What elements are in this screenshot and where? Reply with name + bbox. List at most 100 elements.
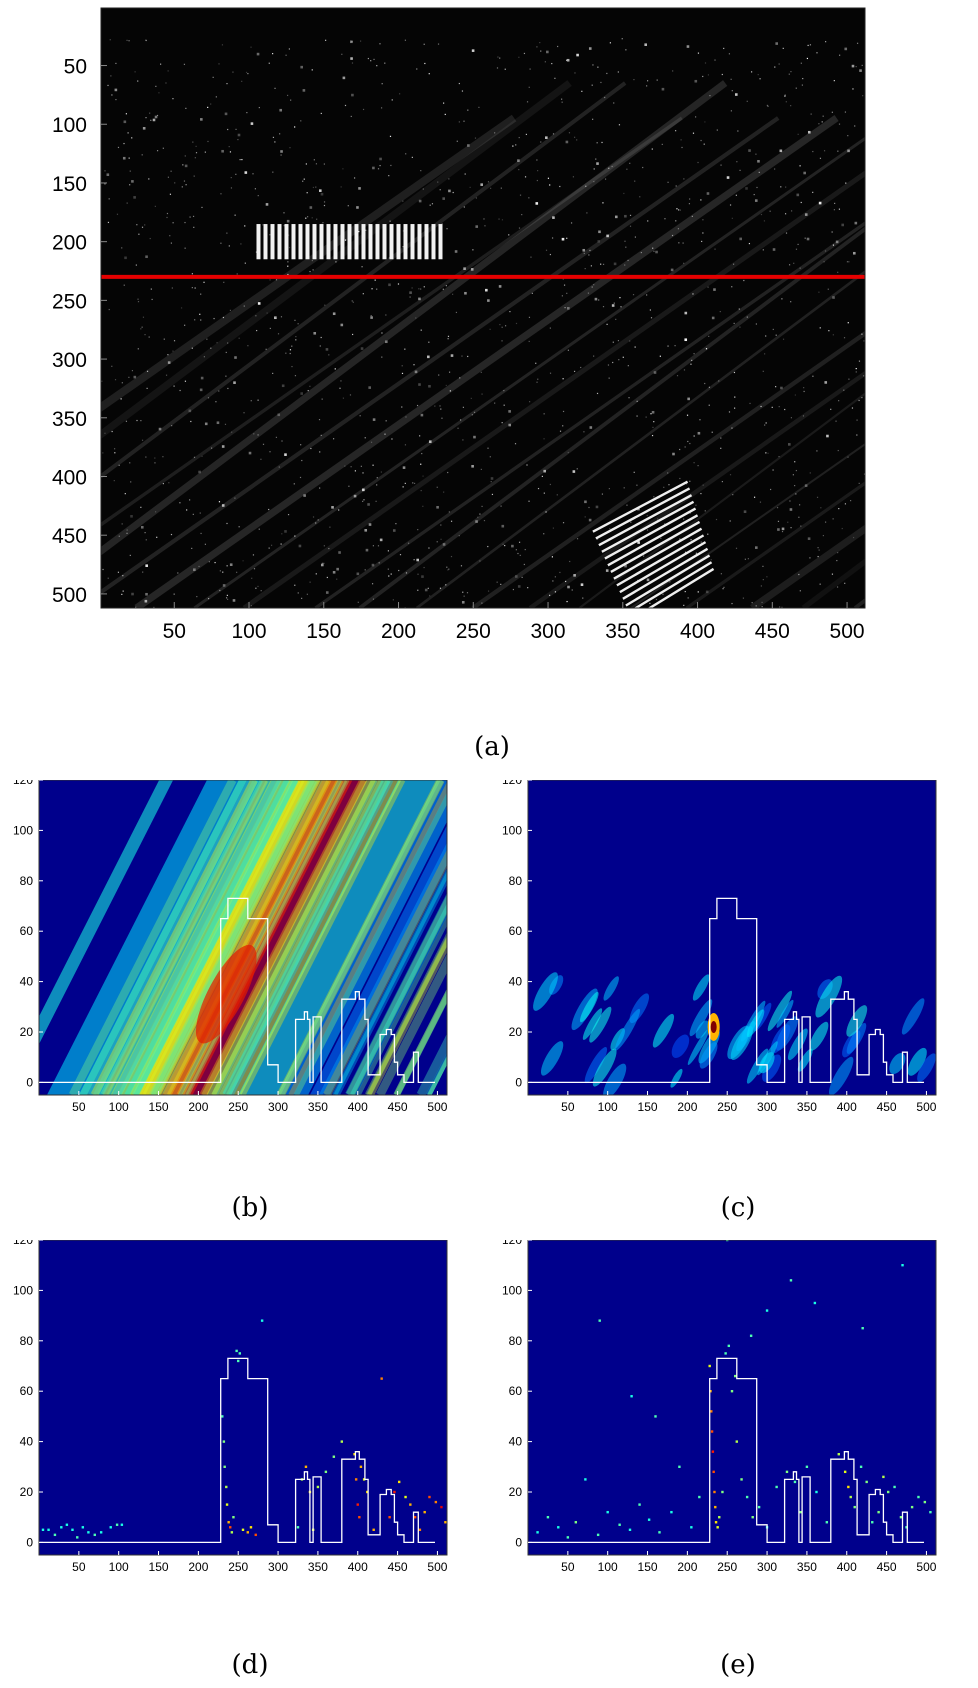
x-tick-label: 200	[188, 1100, 208, 1114]
y-tick-label: 50	[64, 56, 87, 79]
scatter-point	[47, 1528, 50, 1531]
scatter-point	[354, 1478, 358, 1481]
scatter-point	[372, 1528, 375, 1531]
scatter-point	[584, 1478, 587, 1481]
scatter-point	[362, 1478, 366, 1481]
x-tick-label: 500	[916, 1560, 936, 1574]
x-tick-label: 300	[757, 1100, 777, 1114]
axes-frame	[527, 780, 937, 1096]
scatter-point	[847, 1485, 850, 1489]
x-tick-label: 50	[72, 1560, 86, 1574]
scatter-point	[238, 1352, 242, 1355]
y-tick-label: 60	[20, 1384, 34, 1398]
scatter-point	[740, 1478, 743, 1481]
scatter-point	[65, 1523, 69, 1526]
scatter-point	[423, 1510, 426, 1514]
scatter-point	[332, 1455, 336, 1458]
x-tick-label: 250	[228, 1100, 248, 1114]
caption-d: (d)	[231, 1650, 269, 1680]
scatter-point	[910, 1505, 914, 1509]
scatter-point	[724, 1352, 727, 1355]
x-tick-label: 100	[598, 1560, 618, 1574]
scatter-point	[546, 1516, 550, 1519]
caption-b: (b)	[231, 1193, 269, 1223]
x-tick-label: 50	[72, 1100, 86, 1114]
y-tick-label: 350	[52, 408, 87, 431]
x-tick-label: 500	[427, 1100, 447, 1114]
bright-structure-0	[256, 224, 443, 260]
bright-structure-1	[592, 480, 715, 608]
scatter-point	[714, 1505, 717, 1509]
y-tick-label: 40	[20, 1435, 34, 1449]
plot-content	[39, 780, 447, 1095]
scatter-point	[388, 1516, 391, 1519]
scatter-point	[223, 1465, 226, 1468]
scatter-point	[380, 1377, 383, 1380]
scatter-point	[726, 1240, 729, 1242]
height-profile-line	[39, 897, 435, 1084]
scatter-point	[404, 1495, 407, 1499]
height-profile-line	[39, 1357, 435, 1544]
caption-c: (c)	[720, 1193, 756, 1223]
x-tick-label: 100	[598, 1100, 618, 1114]
x-tick-label: 150	[638, 1560, 658, 1574]
scatter-point	[690, 1526, 693, 1529]
x-tick-label: 150	[306, 620, 341, 643]
x-tick-label: 300	[531, 620, 566, 643]
scatter-point	[785, 1470, 789, 1474]
scatter-point	[53, 1533, 57, 1537]
image-texture	[101, 38, 865, 608]
y-tick-label: 0	[26, 1075, 33, 1089]
scatter-point	[709, 1390, 712, 1393]
chart-e: 50 100 150 200 250 300 350 400 450 500 0 20 40 60 80 10…	[502, 1240, 937, 1574]
scatter-point	[893, 1485, 896, 1489]
scatter-point	[115, 1523, 119, 1526]
scatter-point	[413, 1516, 417, 1519]
y-tick-label: 40	[509, 975, 523, 989]
scatter-point	[901, 1264, 904, 1267]
plot-content	[39, 1319, 447, 1544]
y-tick-label: 250	[52, 290, 87, 313]
scatter-point	[60, 1526, 63, 1529]
x-tick-label: 500	[916, 1100, 936, 1114]
scatter-point	[221, 1415, 224, 1418]
scatter-point	[678, 1465, 681, 1468]
y-tick-label: 400	[52, 466, 87, 489]
scatter-point	[730, 1390, 734, 1393]
scatter-point	[861, 1327, 864, 1330]
y-tick-label: 80	[20, 1334, 34, 1348]
x-tick-label: 150	[149, 1100, 169, 1114]
x-tick-label: 200	[381, 620, 416, 643]
y-tick-label: 100	[502, 1283, 522, 1297]
height-profile-line	[528, 897, 924, 1084]
x-tick-label: 400	[837, 1560, 857, 1574]
scatter-point	[393, 1490, 396, 1494]
scatter-point	[843, 1470, 847, 1474]
caption-a: (a)	[474, 732, 510, 762]
scatter-point	[710, 1430, 714, 1433]
axes-frame	[38, 1240, 448, 1556]
scatter-point	[805, 1465, 809, 1468]
scatter-point	[815, 1490, 818, 1494]
scatter-point	[698, 1495, 701, 1499]
scatter-point	[296, 1526, 300, 1529]
scatter-point	[917, 1495, 920, 1499]
y-tick-label: 120	[13, 780, 33, 787]
scatter-point	[859, 1465, 863, 1468]
scatter-point	[536, 1531, 539, 1534]
scatter-point	[440, 1505, 443, 1509]
scatter-point	[757, 1505, 761, 1509]
scatter-point	[434, 1500, 438, 1504]
scatter-point	[658, 1531, 661, 1534]
x-tick-label: 250	[456, 620, 491, 643]
scatter-point	[71, 1528, 74, 1531]
x-tick-label: 200	[677, 1100, 697, 1114]
plot-content	[528, 897, 936, 1095]
x-tick-label: 50	[163, 620, 186, 643]
scatter-point	[825, 1521, 829, 1524]
y-tick-label: 80	[509, 874, 523, 888]
scatter-point	[837, 1453, 840, 1456]
plot-content	[528, 1240, 932, 1544]
x-tick-label: 50	[561, 1560, 575, 1574]
scatter-point	[225, 1503, 229, 1506]
